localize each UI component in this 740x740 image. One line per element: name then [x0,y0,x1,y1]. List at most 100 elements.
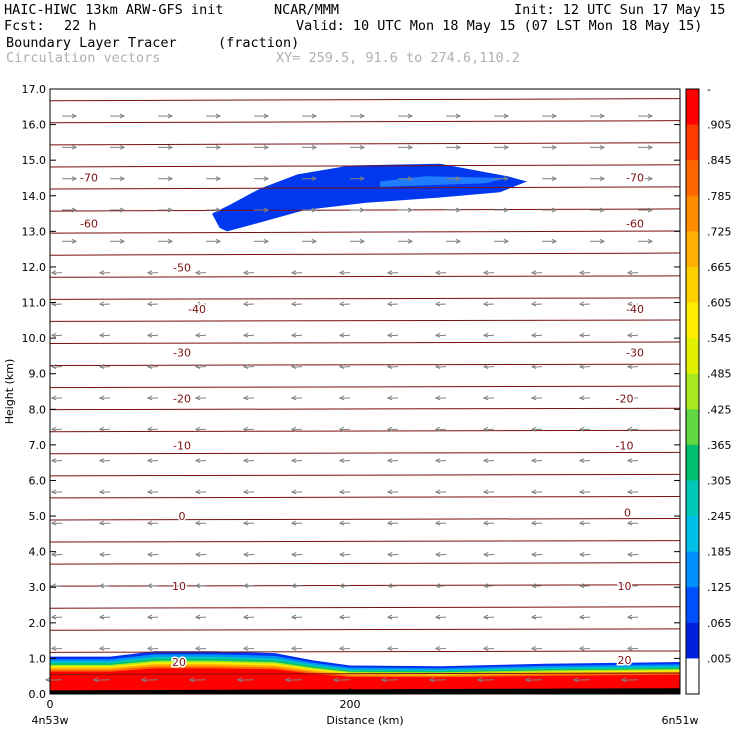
wind-vector-head [482,301,489,307]
x-tick-label: 0 [47,698,54,711]
wind-vector-head [167,113,174,119]
wind-vector-head [44,677,51,683]
field-name: Boundary Layer Tracer [6,35,177,51]
wind-vector-head [242,520,249,526]
wind-vector-head [434,364,441,370]
wind-vector-head [407,238,414,244]
colorbar-swatch [686,480,699,517]
wind-vector-head [626,645,633,651]
wind-vector-head [236,677,243,683]
wind-vector-head [482,458,489,463]
valid-time: Valid: 10 UTC Mon 18 May 15 (07 LST Mon … [296,18,703,34]
wind-vector-head [215,144,222,150]
contour-label: 20 [172,656,186,669]
wind-vector-head [530,364,537,370]
wind-vector-head [119,176,126,182]
wind-vector-head [242,364,249,370]
y-tick-label: 3.0 [29,581,47,594]
wind-vector-head [530,520,537,526]
wind-vector [381,679,399,681]
wind-vector-head [98,426,105,432]
tracer-band-8 [50,668,680,694]
wind-vector-head [242,426,249,432]
wind-vector-head [50,270,57,276]
wind-vector-head [386,301,393,307]
colorbar-label: .785 [707,190,732,203]
wind-vector-head [455,238,462,244]
wind-vector-head [386,552,393,557]
wind-vector-head [599,144,606,150]
y-tick-label: 8.0 [29,403,47,416]
tracer-aloft [212,163,527,232]
wind-vector-head [290,301,297,307]
wind-vector-head [167,144,174,150]
wind-vector-head [578,364,585,370]
wind-vector [429,679,447,681]
wind-vector-head [338,489,345,495]
colorbar-swatch [686,373,699,410]
wind-vector-head [290,489,297,495]
wind-vector-head [572,677,579,683]
wind-vector-head [194,395,201,401]
isotherm-line [49,142,681,146]
wind-vector-head [503,113,510,119]
xy-coords: XY= 259.5, 91.6 to 274.6,110.2 [276,50,520,66]
wind-vector-head [119,207,126,213]
wind-vector-head [386,270,393,276]
wind-vector-head [434,614,441,620]
wind-vector-head [50,520,57,526]
wind-vector-head [482,364,489,370]
colorbar-label: .065 [707,617,732,630]
colorbar-swatch [686,89,699,126]
wind-vector-head [338,552,345,557]
wind-vector-head [530,332,537,338]
contour-label: -70 [80,171,98,184]
wind-vector-head [434,520,441,526]
y-tick-label: 11.0 [22,297,47,310]
wind-vector-head [146,583,153,589]
contour-label: -30 [173,346,191,359]
wind-vector-head [476,677,483,683]
wind-vector-head [194,426,201,432]
x-tick-label: 200 [340,698,361,711]
wind-vector-head [578,395,585,401]
wind-vector-head [263,176,270,182]
wind-vector-head [311,176,318,182]
wind-vector-head [284,677,291,683]
wind-vector-head [98,520,105,526]
contour-label: 10 [618,580,632,593]
wind-vector-head [626,395,633,401]
wind-vector-head [386,614,393,620]
wind-vector-head [626,458,633,463]
wind-vector-head [338,301,345,307]
wind-vector-head [386,364,393,370]
wind-vector-head [578,426,585,432]
y-tick-label: 6.0 [29,474,47,487]
wind-vector [141,679,159,681]
wind-vector-head [263,113,270,119]
wind-vector-head [482,583,489,589]
wind-vector-head [551,207,558,213]
wind-vector-head [530,426,537,432]
contour-label: -20 [616,393,634,406]
wind-vector-head [530,395,537,401]
wind-vector-head [194,332,201,338]
wind-vector-head [455,113,462,119]
y-tick-label: 7.0 [29,439,47,452]
wind-vector-head [194,458,201,463]
wind-vector-head [290,614,297,620]
wind-vector-head [551,238,558,244]
y-tick-label: 4.0 [29,546,47,559]
wind-vector-head [50,614,57,620]
wind-vector-head [551,113,558,119]
wind-vector [237,679,255,681]
wind-vector-head [167,176,174,182]
wind-vector-head [578,489,585,495]
field-units: (fraction) [218,35,300,51]
colorbar-label: .185 [707,546,732,559]
colorbar-swatch [686,160,699,197]
contour-label: -60 [80,218,98,231]
colorbar-label: .305 [707,474,732,487]
wind-vector-head [434,395,441,401]
wind-vector-head [386,645,393,651]
